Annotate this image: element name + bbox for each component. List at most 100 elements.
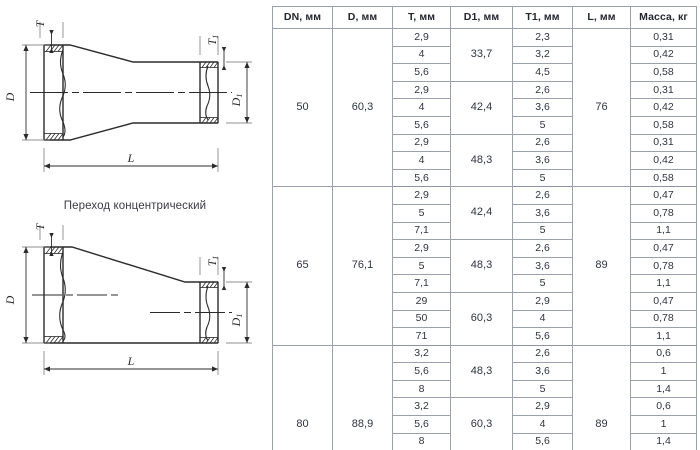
table-row: 50 60,3 2,9 33,7 2,3 76 0,31 — [272, 27, 697, 188]
cell-t1: 5 — [512, 379, 573, 399]
cell-t1: 2,9 — [512, 397, 573, 417]
label-D1: D1 — [229, 94, 244, 108]
small-end-break-line — [205, 285, 211, 342]
cell-d1: 33,7 — [450, 28, 513, 82]
specifications-table: DN, мм D, мм T, мм D1, мм T1, мм L, мм М… — [272, 6, 697, 450]
cell-t1: 3,6 — [512, 203, 573, 223]
cell-mass: 1,4 — [630, 432, 697, 450]
cell-t1: 5,6 — [512, 432, 573, 450]
cell-t: 3,2 — [392, 397, 451, 417]
table-row: 5,6 4,5 0,58 — [273, 63, 697, 82]
dimension-T1 — [221, 47, 227, 70]
cell-mass: 1,1 — [630, 221, 697, 241]
cell-t: 5 — [392, 256, 451, 276]
cell-mass: 1 — [630, 362, 697, 381]
cell-mass: 0,58 — [630, 63, 697, 82]
dimension-D — [23, 247, 29, 343]
label-T: T — [35, 19, 47, 27]
cell-t: 2,9 — [392, 28, 451, 47]
cell-mass: 0,6 — [630, 397, 697, 417]
table-row: 4 3,2 0,42 — [273, 45, 697, 65]
cell-mass: 0,42 — [630, 45, 697, 65]
eccentric-reducer-drawing: D D1 T T1 L — [3, 222, 252, 375]
label-T1: T1 — [207, 256, 220, 266]
table-row: 5 3,6 0,78 — [273, 256, 697, 276]
cone-top-profile — [63, 246, 200, 283]
large-end-break-line — [59, 251, 66, 342]
cell-mass: 0,42 — [630, 98, 697, 117]
large-end-break-line — [59, 49, 66, 138]
table-row: 7,1 5 1,1 — [273, 274, 697, 293]
cell-mass: 0,31 — [630, 133, 697, 153]
cone-top-profile — [63, 44, 200, 63]
cell-t: 71 — [392, 327, 451, 346]
specifications-table-wrap: DN, мм D, мм T, мм D1, мм T1, мм L, мм М… — [272, 6, 697, 450]
cell-d: 60,3 — [332, 27, 393, 188]
label-D: D — [3, 295, 17, 305]
table-row: 2,9 48,3 2,6 0,47 — [273, 239, 697, 293]
cell-t: 8 — [392, 432, 451, 450]
table-row: 71 5,6 1,1 — [273, 327, 697, 346]
cell-d1: 60,3 — [450, 291, 513, 346]
table-row: 5,6 5 0,58 — [273, 168, 697, 188]
table-row: 8 5 1,4 — [273, 379, 697, 399]
dimension-T1 — [221, 267, 227, 290]
header-row: DN, мм D, мм T, мм D1, мм T1, мм L, мм М… — [272, 6, 697, 29]
table-row: 2,9 48,3 2,6 0,31 — [273, 133, 697, 188]
table-row: 5 3,6 0,78 — [273, 203, 697, 223]
cell-t1: 2,6 — [512, 133, 573, 153]
cell-t1: 4,5 — [512, 63, 573, 82]
label-L: L — [127, 151, 135, 165]
table-row: 5,6 4 1 — [273, 415, 697, 434]
figure-concentric-caption: Переход концентрический — [63, 200, 207, 212]
cell-t1: 5 — [512, 168, 573, 188]
cell-mass: 0,31 — [630, 28, 697, 47]
label-T1: T1 — [207, 35, 220, 45]
cell-t: 29 — [392, 291, 451, 311]
header-mass: Масса, кг — [630, 6, 697, 29]
cell-mass: 0,47 — [630, 239, 697, 258]
figure-concentric-reducer: D D1 T T1 L Переход концентрический — [0, 0, 270, 225]
cell-d1: 48,3 — [450, 344, 513, 399]
header-t1: T1, мм — [512, 6, 573, 29]
extension-lines — [22, 22, 252, 172]
cell-t: 5,6 — [392, 168, 451, 188]
extension-lines — [22, 225, 252, 375]
cell-d1: 42,4 — [450, 186, 513, 241]
header-d1: D1, мм — [450, 6, 513, 29]
cell-t: 4 — [392, 98, 451, 117]
cell-t1: 3,6 — [512, 362, 573, 381]
table-row: 3,2 60,3 2,9 0,6 — [273, 397, 697, 450]
cell-mass: 0,6 — [630, 344, 697, 364]
cell-t: 7,1 — [392, 274, 451, 293]
cell-dn: 80 — [272, 344, 333, 450]
cell-d: 76,1 — [332, 186, 393, 346]
cell-t1: 5 — [512, 221, 573, 241]
cell-t1: 2,6 — [512, 80, 573, 100]
small-end-break-line — [205, 65, 211, 121]
header-t: T, мм — [392, 6, 451, 29]
dimension-T — [49, 30, 54, 53]
table-header: DN, мм D, мм T, мм D1, мм T1, мм L, мм М… — [272, 6, 697, 29]
cell-t: 2,9 — [392, 133, 451, 153]
cell-dn: 50 — [272, 27, 333, 188]
cell-t1: 5 — [512, 274, 573, 293]
cell-t1: 3,6 — [512, 151, 573, 170]
cell-mass: 1,1 — [630, 274, 697, 293]
cell-d: 88,9 — [332, 344, 393, 450]
cell-t1: 4 — [512, 309, 573, 329]
header-l: L, мм — [572, 6, 631, 29]
cell-t1: 2,6 — [512, 186, 573, 205]
wall-hatching — [43, 44, 219, 141]
table-row: 80 88,9 3,2 48,3 2,6 89 0,6 — [272, 344, 697, 450]
header-dn: DN, мм — [272, 6, 333, 29]
cell-mass: 0,47 — [630, 186, 697, 205]
table-row: 29 60,3 2,9 0,47 — [273, 291, 697, 346]
label-L: L — [127, 354, 135, 368]
cell-t: 8 — [392, 379, 451, 399]
cell-mass: 0,78 — [630, 256, 697, 276]
cell-t1: 3,2 — [512, 45, 573, 65]
cell-d1: 48,3 — [450, 133, 513, 188]
cell-mass: 0,58 — [630, 168, 697, 188]
cell-mass: 0,47 — [630, 291, 697, 311]
